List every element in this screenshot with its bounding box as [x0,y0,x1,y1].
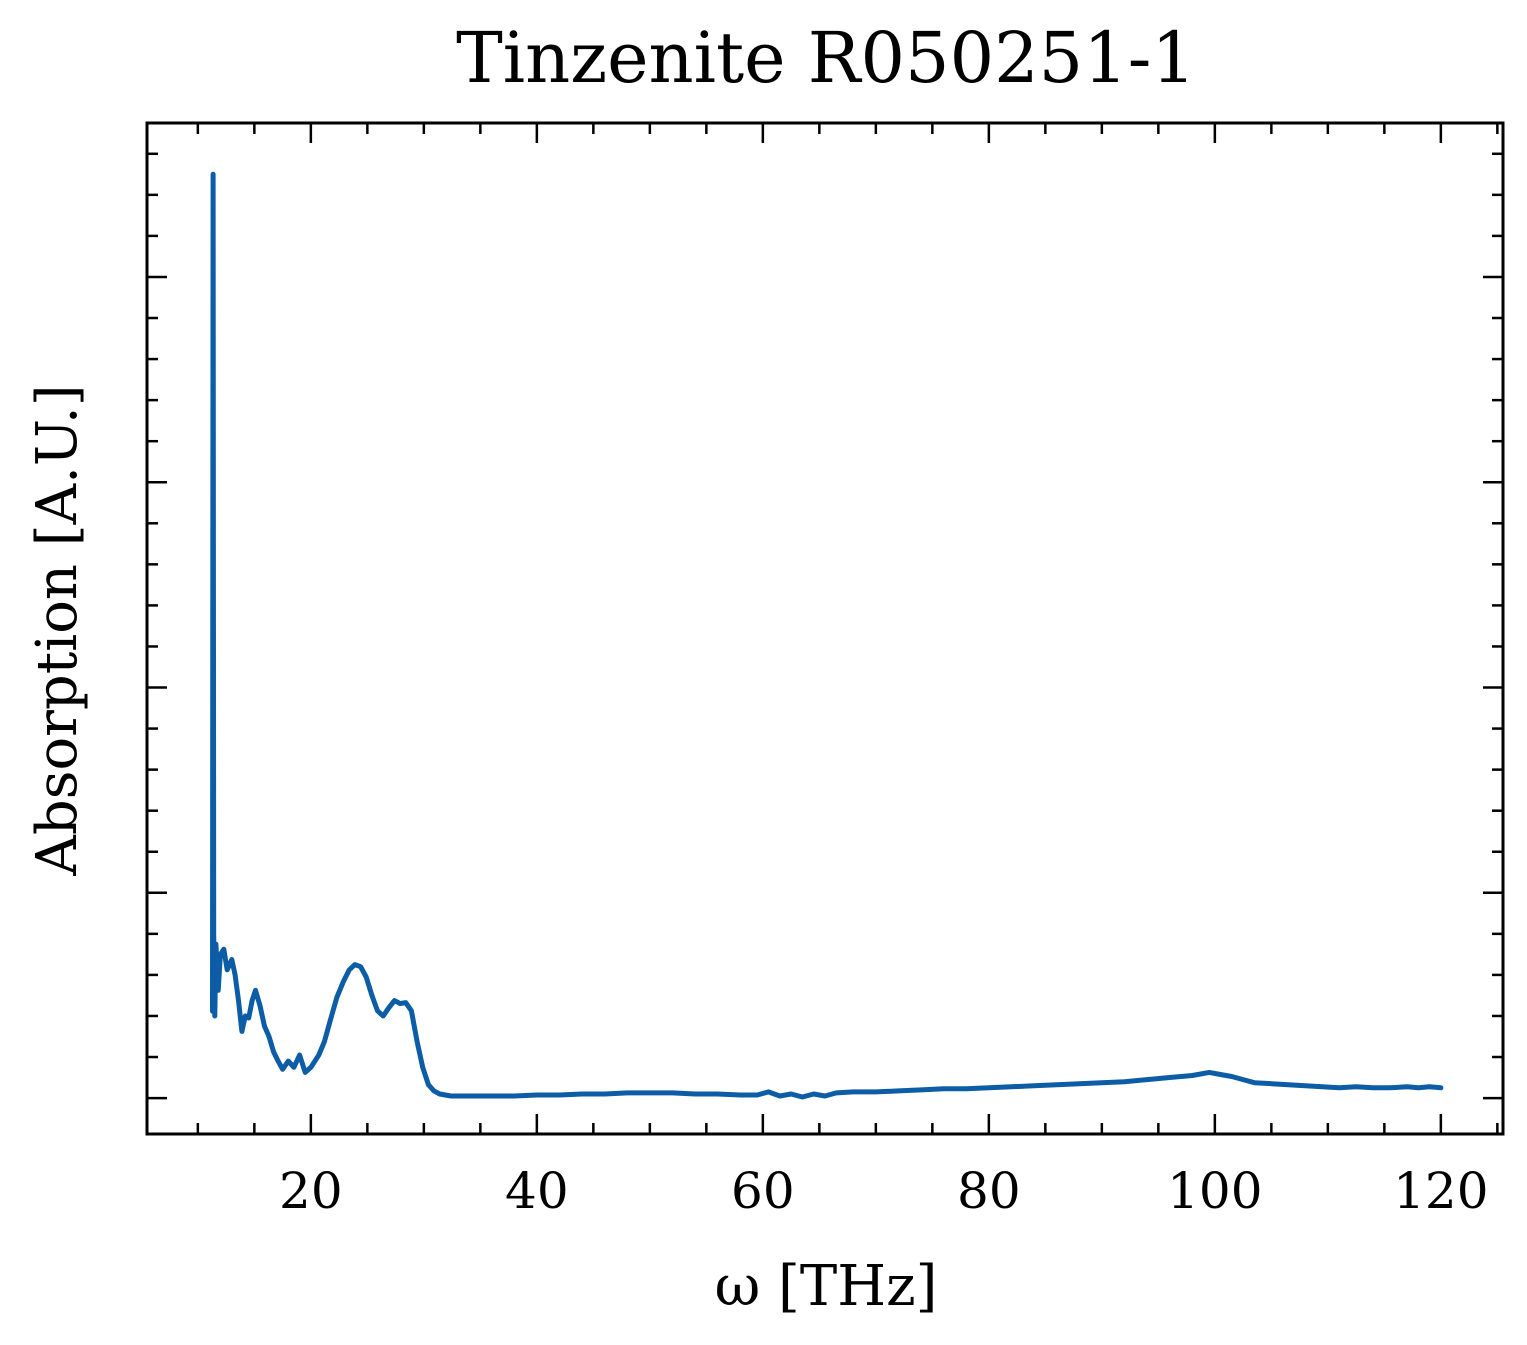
x-axis-label: ω [THz] [715,1254,938,1319]
plot-frame [145,121,1505,1136]
y-axis-label: Absorption [A.U.] [25,384,90,876]
x-tick-label: 80 [957,1162,1021,1220]
y-axis-ticks [147,152,1503,1100]
x-tick-label: 100 [1167,1162,1262,1220]
x-axis-ticks [196,123,1499,1134]
x-tick-label: 40 [505,1162,569,1220]
x-axis-tick-labels: 20 40 60 80 100 120 [279,1162,1489,1220]
x-tick-label: 120 [1393,1162,1488,1220]
absorption-series-line [210,171,1444,1100]
chart-title: Tinzenite R050251-1 [456,17,1196,99]
x-tick-label: 20 [279,1162,343,1220]
x-tick-label: 60 [731,1162,795,1220]
